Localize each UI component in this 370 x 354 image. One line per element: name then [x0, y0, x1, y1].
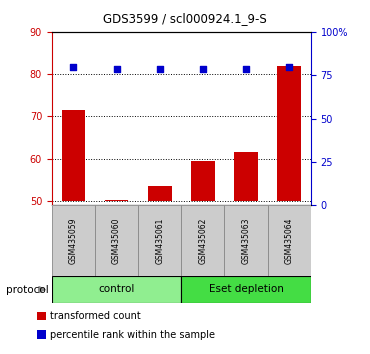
Point [157, 66, 163, 72]
Text: percentile rank within the sample: percentile rank within the sample [50, 330, 215, 339]
Point [200, 66, 206, 72]
Point [70, 64, 76, 69]
Bar [95, 205, 138, 276]
Bar [278, 66, 301, 201]
Text: control: control [98, 284, 135, 295]
Bar [234, 153, 258, 201]
Text: transformed count: transformed count [50, 311, 141, 321]
Bar [181, 276, 311, 303]
Bar [268, 205, 311, 276]
Point [286, 64, 292, 69]
Bar [225, 205, 268, 276]
Text: GSM435059: GSM435059 [69, 217, 78, 264]
Text: protocol: protocol [6, 285, 48, 295]
Bar [181, 205, 225, 276]
Bar [148, 186, 172, 201]
Text: GSM435063: GSM435063 [242, 217, 250, 264]
Bar [191, 161, 215, 201]
Point [114, 66, 120, 72]
Bar [61, 110, 85, 201]
Text: GSM435062: GSM435062 [198, 217, 207, 264]
Bar [52, 205, 95, 276]
Text: Eset depletion: Eset depletion [209, 284, 283, 295]
Text: GSM435060: GSM435060 [112, 217, 121, 264]
Text: GSM435064: GSM435064 [285, 217, 294, 264]
Bar [138, 205, 181, 276]
Point [243, 66, 249, 72]
Text: GSM435061: GSM435061 [155, 217, 164, 264]
Bar [52, 276, 181, 303]
Bar [105, 200, 128, 201]
Text: GDS3599 / scl000924.1_9-S: GDS3599 / scl000924.1_9-S [103, 12, 267, 25]
